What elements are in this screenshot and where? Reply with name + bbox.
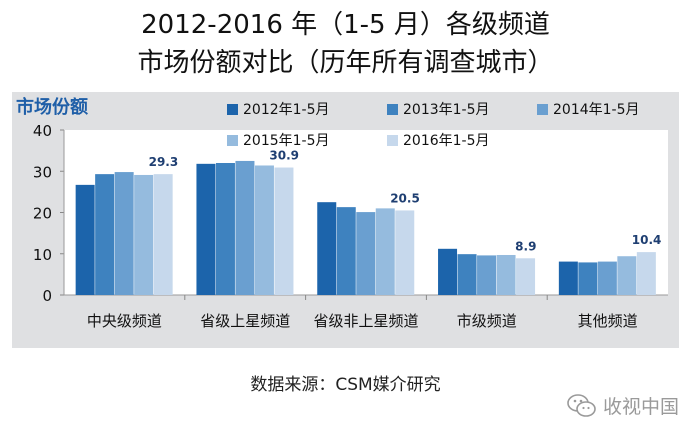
y-tick-label: 40	[33, 122, 52, 140]
legend-label: 2013年1-5月	[403, 102, 490, 118]
bar	[254, 165, 274, 295]
legend-label: 2014年1-5月	[553, 102, 640, 118]
bar	[558, 261, 578, 295]
bar	[395, 210, 415, 295]
bar	[317, 202, 337, 295]
legend-label: 2012年1-5月	[243, 102, 330, 118]
data-label: 8.9	[515, 239, 536, 253]
legend-label: 2015年1-5月	[243, 133, 330, 149]
data-label: 20.5	[390, 191, 420, 205]
x-tick-label: 市级频道	[457, 312, 517, 330]
bar	[516, 258, 536, 295]
bar	[75, 184, 95, 295]
bar-chart: 市场份额 0 10 20 30 40 中央级频道 省级上星频道 省级非上星频道 市级频道 其他频道 2…	[16, 96, 668, 330]
wechat-icon	[567, 393, 596, 417]
data-label: 10.4	[632, 233, 662, 247]
legend-label: 2016年1-5月	[403, 133, 490, 149]
legend-swatch	[537, 104, 548, 115]
bar	[153, 174, 173, 295]
bar	[375, 208, 395, 295]
bar	[496, 254, 516, 295]
bar	[636, 252, 656, 295]
bar	[578, 262, 598, 295]
data-source-note: 数据来源：CSM媒介研究	[250, 375, 441, 395]
y-tick-label: 30	[33, 163, 52, 181]
bar	[274, 167, 294, 295]
legend-swatch	[387, 104, 398, 115]
bar	[356, 212, 376, 295]
bar	[114, 172, 134, 295]
bar	[215, 163, 235, 295]
bar	[235, 160, 255, 295]
watermark: 收视中国	[567, 392, 679, 419]
y-tick-label: 10	[33, 246, 52, 264]
bar	[336, 207, 356, 295]
y-tick-label: 20	[33, 205, 52, 223]
data-label: 30.9	[269, 149, 299, 163]
data-label: 29.3	[149, 155, 179, 169]
bar	[134, 174, 154, 295]
y-tick-label: 0	[42, 287, 52, 305]
chart-title-line-2: 市场份额对比（历年所有调查城市）	[137, 48, 554, 78]
bar	[477, 255, 497, 295]
x-tick-label: 省级上星频道	[200, 312, 290, 330]
chart-title-line-1: 2012-2016 年（1-5 月）各级频道	[141, 10, 550, 40]
bar	[597, 261, 617, 295]
bar	[438, 248, 458, 295]
legend-swatch	[387, 135, 398, 146]
bar	[457, 254, 477, 295]
y-axis-label: 市场份额	[16, 96, 88, 118]
bar	[196, 163, 216, 295]
watermark-text: 收视中国	[602, 396, 679, 418]
x-tick-label: 省级非上星频道	[313, 312, 418, 330]
bar	[95, 174, 115, 295]
legend-swatch	[227, 104, 238, 115]
x-tick-label: 其他频道	[578, 312, 638, 330]
chart-panel: 市场份额 0 10 20 30 40 中央级频道 省级上星频道 省级非上星频道 市级频道 其他频道 2…	[12, 92, 679, 348]
legend-swatch	[227, 135, 238, 146]
bar	[617, 256, 637, 295]
x-tick-label: 中央级频道	[87, 312, 162, 330]
